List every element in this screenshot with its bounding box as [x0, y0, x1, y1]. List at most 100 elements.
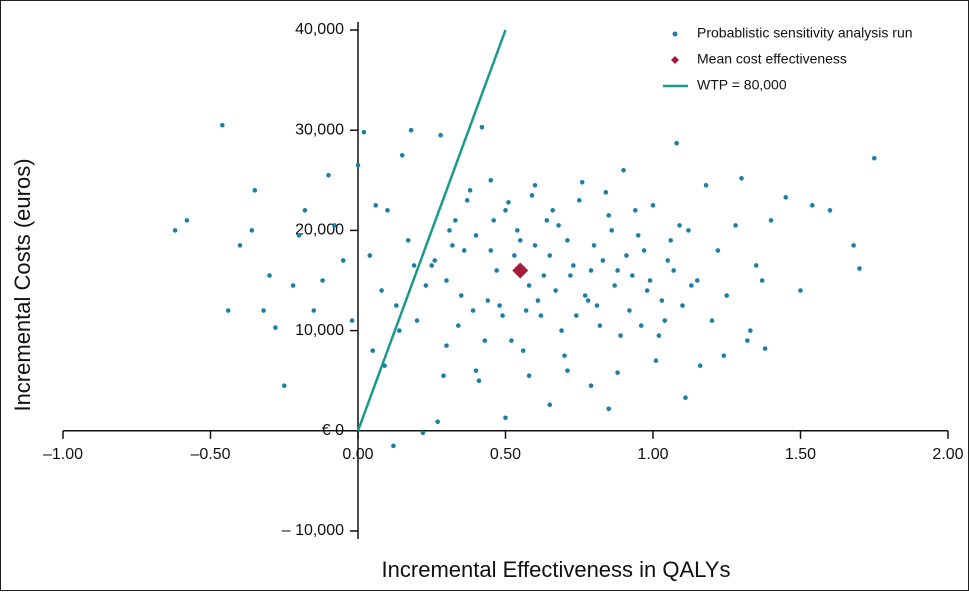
psa-point	[565, 238, 570, 243]
psa-point	[172, 228, 178, 233]
psa-point	[644, 288, 650, 293]
psa-point	[553, 288, 558, 293]
psa-point	[635, 233, 641, 238]
psa-point	[662, 318, 668, 323]
y-tick-label: 30,000	[295, 121, 344, 138]
mean-point	[512, 262, 529, 279]
psa-point	[827, 208, 833, 213]
y-axis-title: Incremental Costs (euros)	[10, 158, 35, 411]
legend-dot	[672, 31, 678, 37]
psa-point	[538, 313, 544, 318]
psa-point	[762, 346, 768, 351]
psa-point	[320, 278, 325, 283]
psa-point	[512, 253, 517, 258]
psa-point	[361, 129, 367, 135]
psa-point	[609, 228, 614, 233]
psa-point	[532, 183, 538, 188]
psa-point	[394, 303, 399, 308]
psa-point	[488, 178, 494, 183]
psa-point	[252, 188, 258, 193]
psa-point	[618, 333, 623, 338]
psa-point	[515, 228, 520, 233]
psa-point	[464, 198, 470, 203]
x-tick-label: –0.50	[190, 446, 230, 463]
psa-point	[476, 378, 482, 384]
psa-point	[529, 193, 535, 198]
psa-point	[491, 218, 497, 223]
psa-point	[290, 283, 296, 288]
psa-point	[665, 258, 671, 263]
psa-point	[447, 228, 452, 233]
psa-point	[683, 395, 688, 401]
x-tick-label: 0.50	[490, 446, 521, 463]
psa-point	[659, 298, 665, 303]
psa-point	[550, 208, 555, 213]
y-tick-label: 10,000	[295, 322, 344, 339]
psa-point	[450, 243, 455, 248]
psa-point	[497, 303, 502, 308]
x-axis-title: Incremental Effectiveness in QALYs	[382, 557, 731, 582]
psa-point	[668, 238, 673, 243]
psa-point	[724, 293, 730, 298]
psa-point	[739, 175, 744, 181]
wtp-line	[356, 29, 507, 432]
psa-point	[453, 218, 458, 223]
psa-point	[441, 373, 446, 378]
psa-point	[414, 318, 420, 323]
psa-point	[444, 278, 449, 283]
psa-point	[759, 278, 765, 283]
psa-point	[237, 243, 243, 248]
psa-point	[405, 238, 411, 243]
psa-point	[399, 152, 405, 158]
psa-point	[461, 248, 467, 253]
psa-point	[606, 213, 612, 218]
psa-point	[438, 132, 443, 138]
psa-point	[273, 325, 278, 330]
psa-point	[606, 406, 612, 412]
psa-point	[432, 258, 438, 263]
psa-point	[500, 313, 505, 318]
psa-point	[594, 303, 600, 308]
psa-point	[588, 268, 594, 273]
psa-point	[488, 248, 494, 253]
psa-point	[677, 223, 682, 228]
psa-point	[753, 263, 759, 268]
psa-point	[674, 140, 679, 146]
psa-point	[686, 228, 691, 233]
psa-point	[184, 218, 190, 223]
legend-diamond	[671, 56, 679, 64]
psa-point	[281, 383, 287, 389]
legend-label: WTP = 80,000	[697, 77, 787, 93]
psa-point	[627, 308, 632, 313]
y-tick-label: € 0	[322, 422, 344, 439]
psa-point	[411, 263, 417, 268]
psa-point	[326, 172, 331, 178]
psa-point	[650, 203, 656, 208]
psa-point	[721, 353, 727, 358]
psa-point	[709, 318, 715, 323]
psa-point	[641, 248, 647, 253]
psa-point	[470, 308, 476, 313]
psa-point	[385, 208, 390, 213]
psa-point	[588, 383, 594, 389]
psa-point	[473, 368, 479, 373]
psa-point	[423, 283, 429, 288]
psa-point	[565, 368, 570, 373]
psa-point	[517, 238, 523, 243]
psa-point	[520, 348, 526, 353]
legend-label: Mean cost effectiveness	[697, 51, 847, 67]
psa-point	[355, 162, 361, 168]
psa-point	[600, 258, 606, 263]
psa-point	[559, 328, 564, 333]
psa-point	[485, 298, 491, 303]
psa-point	[603, 190, 609, 195]
psa-point	[585, 298, 591, 303]
psa-point	[494, 268, 499, 273]
psa-point	[420, 430, 426, 436]
psa-point	[311, 308, 317, 313]
psa-point	[379, 288, 384, 293]
psa-point	[296, 233, 302, 238]
psa-point	[526, 373, 532, 378]
psa-point	[535, 298, 541, 303]
